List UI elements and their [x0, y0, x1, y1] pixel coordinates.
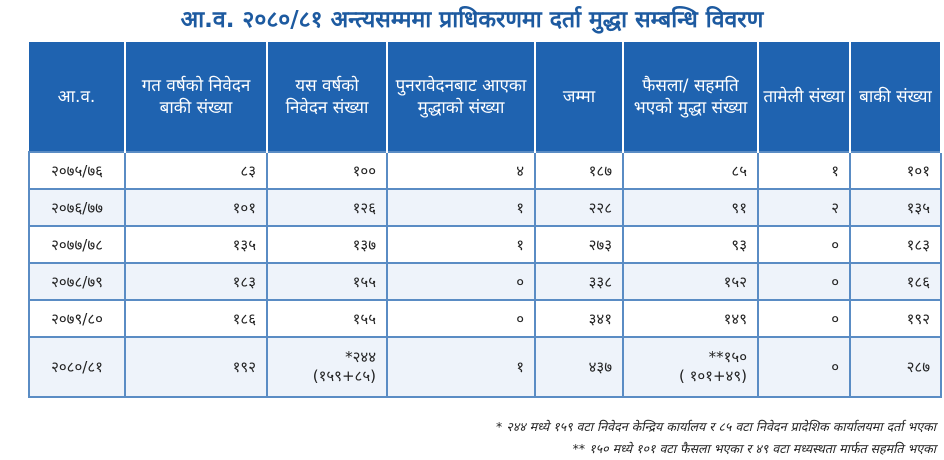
table-row: २०७९/८० १८६ १५५ ० ३४१ १४९ ० १९२: [28, 299, 942, 338]
cell: १३५: [124, 225, 268, 264]
cell: १९२: [849, 299, 942, 338]
cell: *२४४ (१५९+८५): [266, 336, 388, 398]
footnote-2: ** १५० मध्ये १०१ वटा फैसला भएका र ४९ वटा…: [572, 441, 936, 456]
cell: १०१: [124, 188, 268, 227]
table-row: २०७८/७९ १८३ १५५ ० ३३८ १५२ ० १८६: [28, 262, 942, 301]
cell: ४३७: [534, 336, 624, 398]
cell: १८३: [124, 262, 268, 301]
cell-sub: ( १०१+४९): [678, 367, 747, 385]
cell: १३७: [266, 225, 388, 264]
cell: १२६: [266, 188, 388, 227]
cell: ९३: [622, 225, 759, 264]
cell: २: [757, 188, 851, 227]
col-header-total: जम्मा: [534, 42, 624, 152]
cases-table: आ.व. गत वर्षको निवेदन बाकी संख्या यस वर्…: [28, 42, 942, 398]
cell: २०७७/७८: [28, 225, 126, 264]
cell: २८७: [849, 336, 942, 398]
col-header-remaining: बाकी संख्या: [849, 42, 942, 152]
cell-main: **१५०: [708, 348, 747, 366]
cell: १०१: [849, 151, 942, 190]
cell: १५५: [266, 299, 388, 338]
header-row: आ.व. गत वर्षको निवेदन बाकी संख्या यस वर्…: [29, 42, 942, 152]
cell: ०: [757, 262, 851, 301]
col-header-current: यस वर्षको निवेदन संख्या: [266, 42, 388, 152]
cell: १: [386, 188, 536, 227]
table-row: २०७५/७६ ८३ १०० ४ १८७ ८५ १ १०१: [28, 151, 942, 190]
cell: १: [757, 151, 851, 190]
cell: ०: [386, 262, 536, 301]
cell: ०: [757, 225, 851, 264]
cell: १८६: [849, 262, 942, 301]
cell: ३४१: [534, 299, 624, 338]
col-header-year: आ.व.: [29, 42, 126, 152]
cell: १: [386, 225, 536, 264]
cell: ८३: [124, 151, 268, 190]
cell: १८७: [534, 151, 624, 190]
page-title: आ.व. २०८०/८१ अन्त्यसम्ममा प्राधिकरणमा दर…: [180, 7, 764, 33]
col-header-decided: फैसला/ सहमति भएको मुद्धा संख्या: [622, 42, 759, 152]
col-header-shelved: तामेली संख्या: [757, 42, 851, 152]
cell: २०७९/८०: [28, 299, 126, 338]
footnote-1: * २४४ मध्ये १५९ वटा निवेदन केन्द्रिय कार…: [495, 419, 936, 434]
cell: ०: [757, 299, 851, 338]
cell: ८५: [622, 151, 759, 190]
cell-main: *२४४: [345, 348, 376, 366]
cell: १: [386, 336, 536, 398]
cell: ०: [386, 299, 536, 338]
col-header-prev: गत वर्षको निवेदन बाकी संख्या: [124, 42, 268, 152]
cell: २०७८/७९: [28, 262, 126, 301]
table-row: २०७७/७८ १३५ १३७ १ २७३ ९३ ० १८३: [28, 225, 942, 264]
cell: १८३: [849, 225, 942, 264]
footnotes: * २४४ मध्ये १५९ वटा निवेदन केन्द्रिय कार…: [496, 416, 936, 460]
cell: १५५: [266, 262, 388, 301]
cell: १५२: [622, 262, 759, 301]
table-row: २०८०/८१ १९२ *२४४ (१५९+८५) १ ४३७ **१५०( १०…: [28, 336, 942, 398]
cell: २२८: [534, 188, 624, 227]
cell: ०: [757, 336, 851, 398]
cell: २०७६/७७: [28, 188, 126, 227]
cell: ९१: [622, 188, 759, 227]
cell: १३५: [849, 188, 942, 227]
cell: ३३८: [534, 262, 624, 301]
cell: ४: [386, 151, 536, 190]
cell: १४९: [622, 299, 759, 338]
cell: १९२: [124, 336, 268, 398]
cell-sub: (१५९+८५): [312, 367, 376, 385]
col-header-appeal: पुनरावेदनबाट आएका मुद्धाको संख्या: [386, 42, 536, 152]
cell: **१५०( १०१+४९): [622, 336, 759, 398]
table-row: २०७६/७७ १०१ १२६ १ २२८ ९१ २ १३५: [28, 188, 942, 227]
cell: २०७५/७६: [28, 151, 126, 190]
cell: २०८०/८१: [28, 336, 126, 398]
cell: १००: [266, 151, 388, 190]
cell: २७३: [534, 225, 624, 264]
cell: १८६: [124, 299, 268, 338]
